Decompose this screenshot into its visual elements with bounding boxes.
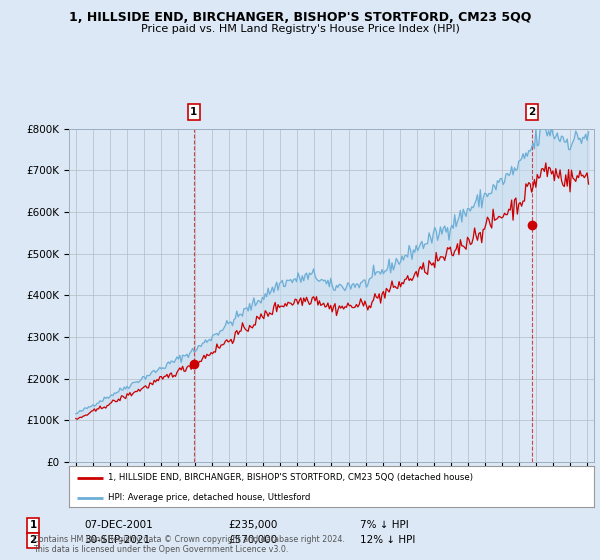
Text: HPI: Average price, detached house, Uttlesford: HPI: Average price, detached house, Uttl… (109, 493, 311, 502)
Text: £570,000: £570,000 (228, 535, 277, 545)
Text: 1, HILLSIDE END, BIRCHANGER, BISHOP'S STORTFORD, CM23 5QQ (detached house): 1, HILLSIDE END, BIRCHANGER, BISHOP'S ST… (109, 473, 473, 482)
Text: 30-SEP-2021: 30-SEP-2021 (84, 535, 150, 545)
Text: Contains HM Land Registry data © Crown copyright and database right 2024.
This d: Contains HM Land Registry data © Crown c… (33, 535, 345, 554)
Text: 7% ↓ HPI: 7% ↓ HPI (360, 520, 409, 530)
Text: 1: 1 (29, 520, 37, 530)
Text: Price paid vs. HM Land Registry's House Price Index (HPI): Price paid vs. HM Land Registry's House … (140, 24, 460, 34)
Text: 2: 2 (29, 535, 37, 545)
Text: 1: 1 (190, 107, 197, 117)
Text: 07-DEC-2001: 07-DEC-2001 (84, 520, 153, 530)
Text: 1, HILLSIDE END, BIRCHANGER, BISHOP'S STORTFORD, CM23 5QQ: 1, HILLSIDE END, BIRCHANGER, BISHOP'S ST… (69, 11, 531, 24)
Text: 2: 2 (528, 107, 535, 117)
Text: £235,000: £235,000 (228, 520, 277, 530)
Text: 12% ↓ HPI: 12% ↓ HPI (360, 535, 415, 545)
